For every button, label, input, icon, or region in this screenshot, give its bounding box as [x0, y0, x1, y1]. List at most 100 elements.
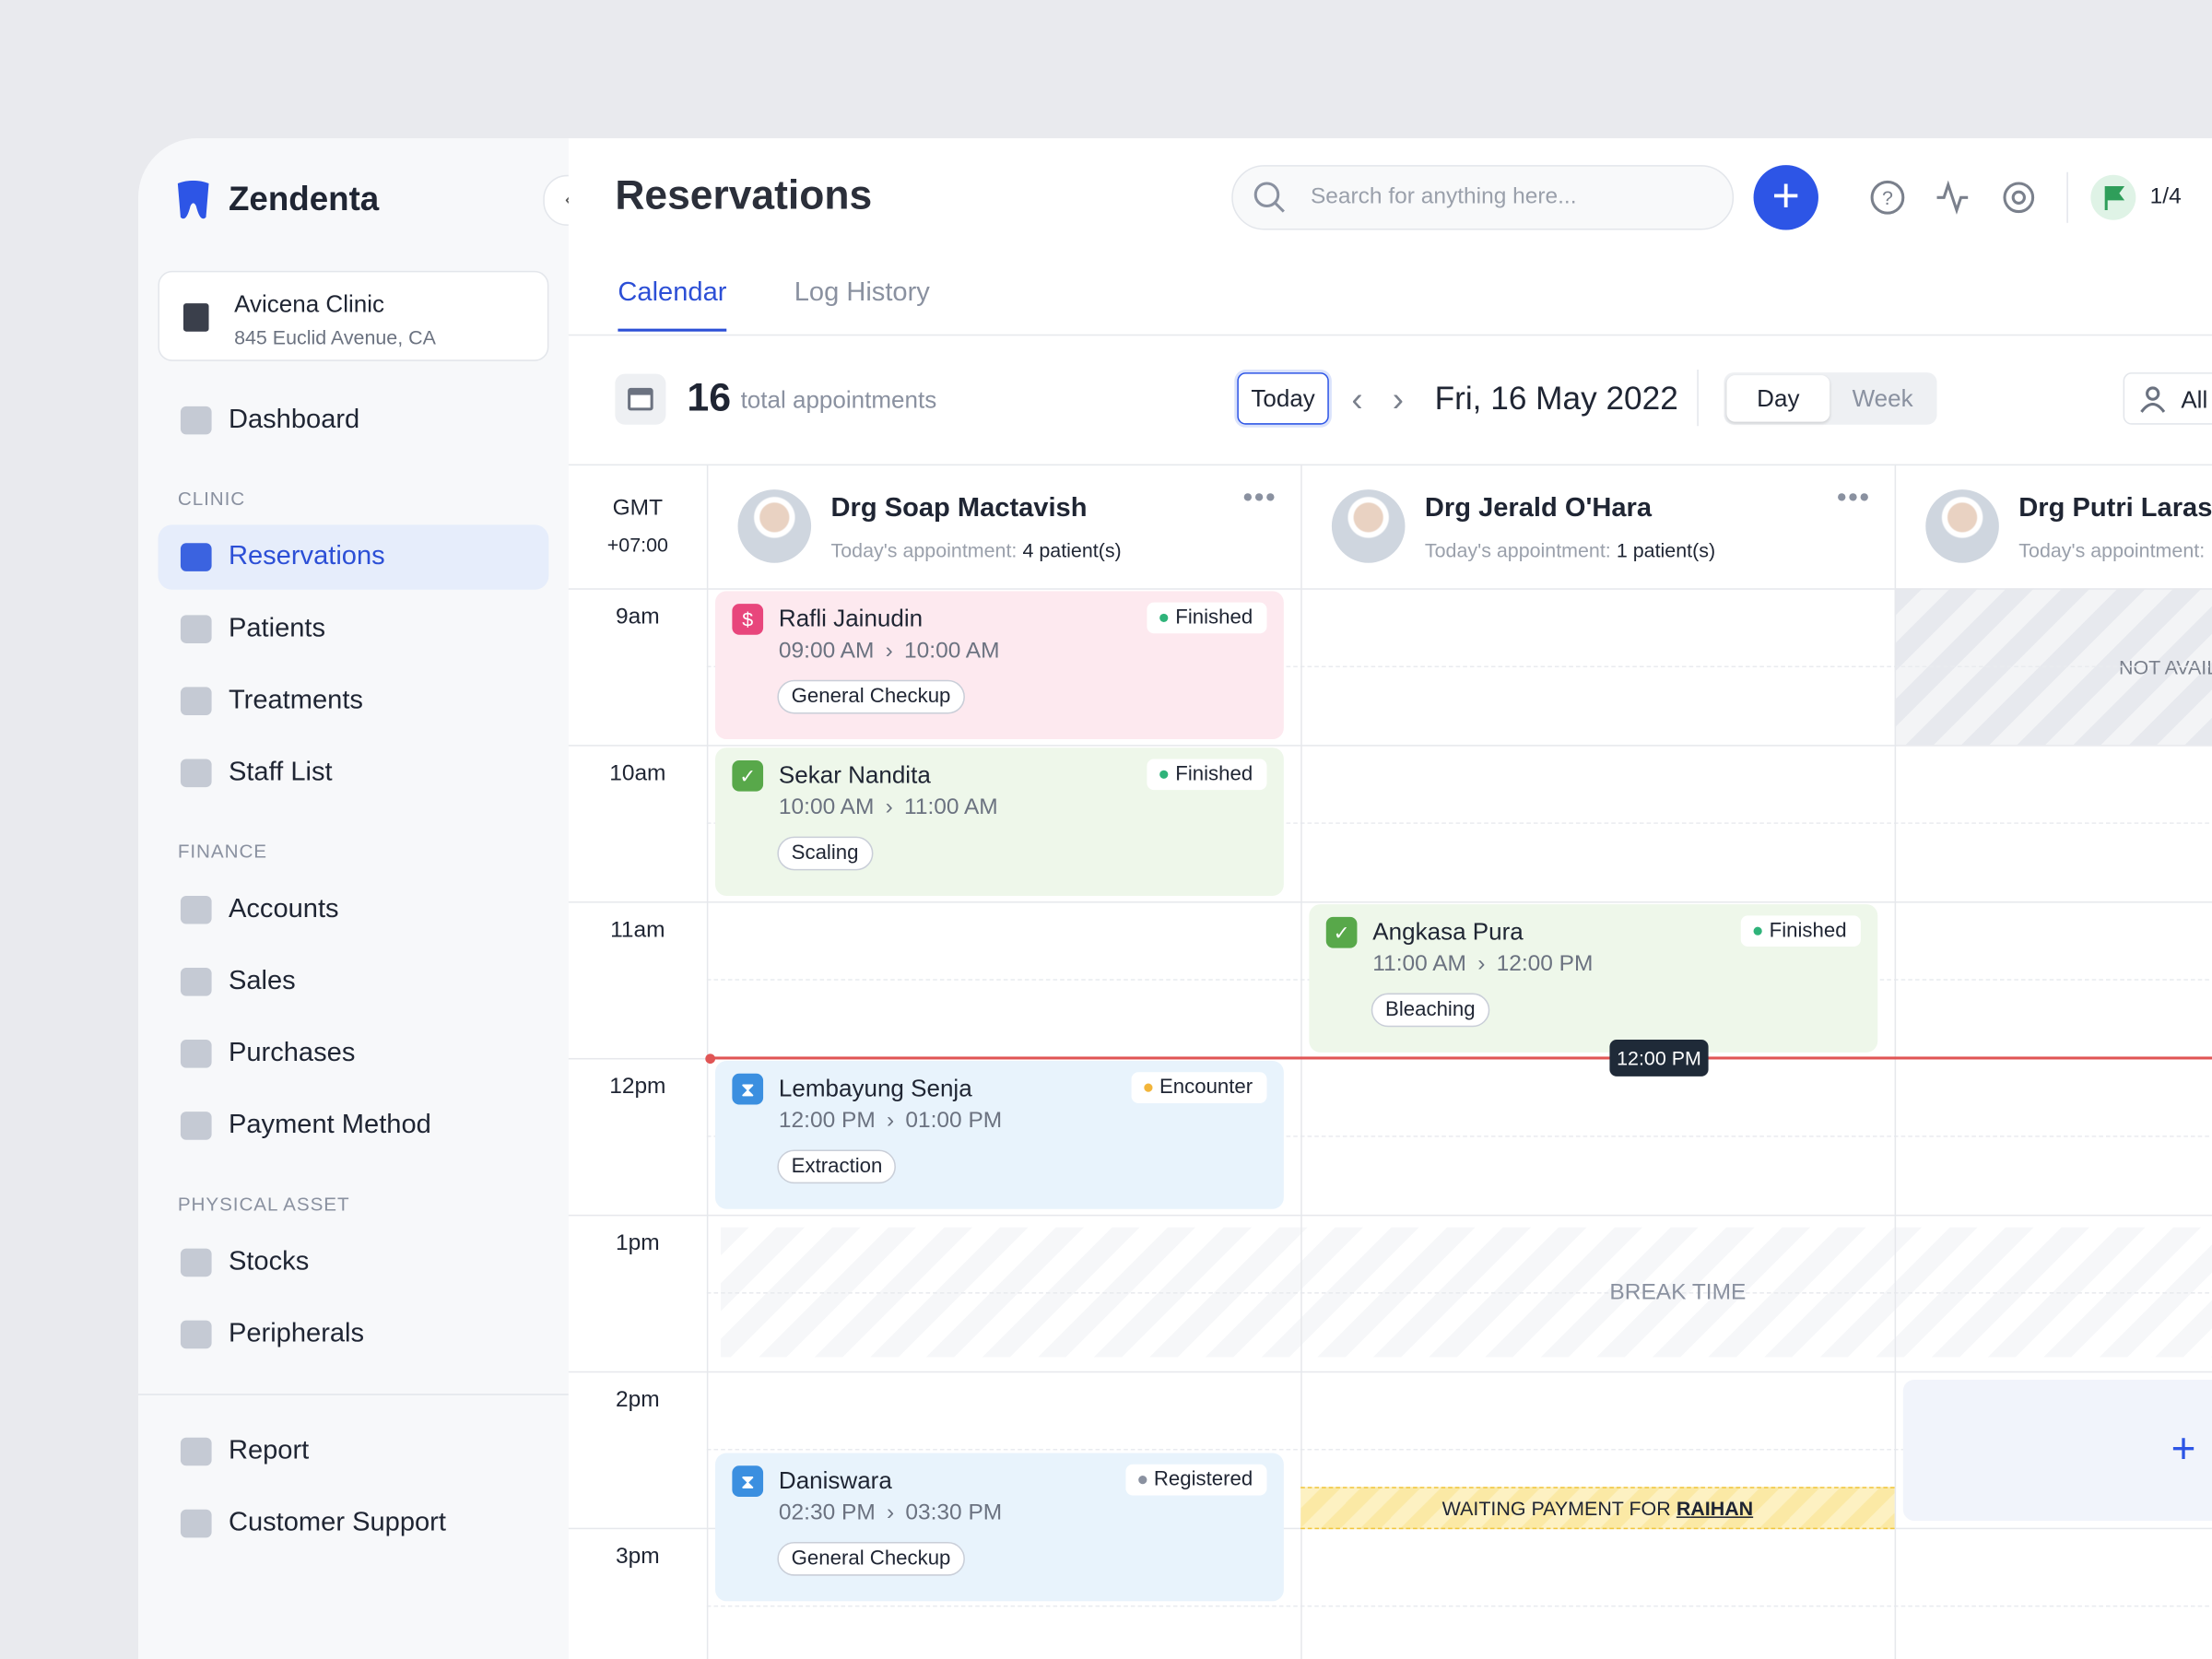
nav-icon: [180, 968, 212, 996]
prev-button[interactable]: ‹: [1351, 381, 1363, 419]
appointment-time: 10:00 AM › 11:00 AM: [779, 795, 998, 821]
appointment-card[interactable]: ✓ Angkasa Pura 11:00 AM › 12:00 PM Bleaching F…: [1309, 904, 1878, 1053]
tab[interactable]: Calendar: [618, 278, 727, 332]
end-time: 03:30 PM: [905, 1500, 1003, 1524]
search[interactable]: Search for anything here...: [1231, 165, 1735, 230]
doctor-avatar: [1331, 489, 1406, 563]
time-label: 1pm: [616, 1231, 660, 1256]
column-line: [1300, 464, 1302, 1659]
flag-count: 1/4: [2149, 184, 2182, 209]
start-time: 11:00 AM: [1372, 952, 1466, 977]
header-icons: ?: [1870, 180, 2035, 215]
clinic-icon: [182, 303, 209, 332]
nav-label: Treatments: [228, 685, 363, 716]
next-button[interactable]: ›: [1392, 381, 1404, 419]
timezone-offset: +07:00: [606, 533, 668, 557]
nav-item[interactable]: Sales: [158, 949, 548, 1014]
nav-item[interactable]: Payment Method: [158, 1093, 548, 1158]
nav-item[interactable]: Treatments: [158, 669, 548, 734]
time-arrow: ›: [885, 795, 893, 820]
appointment-time: 11:00 AM › 12:00 PM: [1372, 952, 1593, 978]
service-tag: Extraction: [777, 1149, 897, 1184]
nav-item[interactable]: Purchases: [158, 1021, 548, 1086]
appointment-card[interactable]: ⧗ Lembayung Senja 12:00 PM › 01:00 PM Extract…: [715, 1061, 1284, 1209]
appointment-card[interactable]: $ Rafli Jainudin 09:00 AM › 10:00 AM General …: [715, 591, 1284, 740]
status-dot: [1159, 770, 1169, 779]
view-option[interactable]: Week: [1852, 384, 1913, 412]
nav-item[interactable]: Stocks: [158, 1230, 548, 1295]
nav-label: Staff List: [228, 757, 333, 788]
unavailable-label: NOT AVAILABLE: [2118, 655, 2212, 679]
filter-button[interactable]: All: [2123, 372, 2212, 425]
waiting-label: WAITING PAYMENT FOR: [1441, 1496, 1671, 1520]
column-line: [1894, 464, 1897, 1659]
doctor-avatar: [1925, 489, 1999, 563]
nav-item[interactable]: Report: [158, 1419, 548, 1484]
total-label: total appointments: [740, 386, 937, 414]
svg-text:?: ?: [1882, 187, 1893, 209]
today-button[interactable]: Today: [1237, 372, 1329, 425]
divider: [1697, 370, 1699, 427]
nav-item[interactable]: Peripherals: [158, 1302, 548, 1367]
nav-icon: [180, 1320, 212, 1349]
nav-icon: [180, 687, 212, 716]
nav-label: Payment Method: [228, 1110, 431, 1140]
add-button[interactable]: +: [1753, 165, 1818, 230]
status: Finished: [1147, 759, 1267, 791]
appointment-icon: ⧗: [732, 1465, 764, 1497]
add-slot[interactable]: +: [1902, 1379, 2212, 1522]
nav-item[interactable]: Reservations: [158, 524, 549, 590]
calendar-icon: [615, 373, 666, 425]
status-label: Registered: [1153, 1467, 1253, 1491]
break-label: BREAK TIME: [1609, 1280, 1747, 1305]
appointment-card[interactable]: ✓ Sekar Nandita 10:00 AM › 11:00 AM Scaling Fi…: [715, 747, 1284, 896]
clinic-card[interactable]: Avicena Clinic 845 Euclid Avenue, CA: [158, 270, 549, 361]
status: Encounter: [1131, 1072, 1267, 1103]
clinic-address: 845 Euclid Avenue, CA: [234, 325, 436, 349]
end-time: 12:00 PM: [1496, 952, 1594, 977]
nav-label: Patients: [228, 613, 326, 643]
half-hour-line: [706, 665, 2212, 667]
doctor-appointments: Today's appointment: 1 patient(s): [1425, 539, 1715, 561]
nav-item[interactable]: Accounts: [158, 877, 548, 942]
more-button[interactable]: •••: [1836, 482, 1871, 514]
clinic-name: Avicena Clinic: [234, 290, 385, 318]
nav-label: Sales: [228, 966, 296, 996]
appointment-time: 09:00 AM › 10:00 AM: [779, 639, 1000, 665]
status-dot: [1138, 1475, 1147, 1484]
nav-label: Reservations: [228, 541, 385, 571]
nav-item[interactable]: Customer Support: [158, 1491, 548, 1556]
view-option[interactable]: Day: [1726, 375, 1830, 422]
nav-label: Stocks: [228, 1247, 310, 1277]
nav-label: Customer Support: [228, 1508, 446, 1538]
section-heading: FINANCE: [177, 841, 268, 863]
nav-item[interactable]: Staff List: [158, 741, 548, 806]
service-tag: Scaling: [777, 836, 873, 871]
divider: [568, 334, 2212, 336]
nav-item[interactable]: Patients: [158, 596, 548, 661]
nav-icon: [180, 543, 212, 571]
appointment-card[interactable]: ⧗ Daniswara 02:30 PM › 03:30 PM General Check…: [715, 1452, 1284, 1601]
patient-count: 4 patient(s): [1022, 538, 1122, 562]
waiting-payment: WAITING PAYMENT FOR RAIHAN: [1300, 1487, 1895, 1530]
service-tag: Bleaching: [1371, 993, 1489, 1028]
nav-item[interactable]: Dashboard: [158, 388, 548, 453]
half-hour-line: [706, 1448, 2212, 1451]
tab[interactable]: Log History: [794, 277, 930, 308]
nav-label: Report: [228, 1436, 310, 1466]
doctor-appointments: Today's appointment: 4 patient(s): [831, 539, 1122, 561]
nav-label: Dashboard: [228, 405, 360, 435]
status: Finished: [1741, 915, 1861, 947]
search-placeholder: Search for anything here...: [1310, 184, 1577, 209]
hour-line: [568, 745, 2212, 747]
doctor-appointments: Today's appointment:: [2018, 539, 2205, 561]
service-tag: General Checkup: [777, 679, 965, 714]
half-hour-line: [706, 822, 2212, 824]
status-dot: [1144, 1083, 1153, 1092]
now-line: [709, 1056, 2212, 1060]
doctor-avatar: [737, 489, 812, 563]
more-button[interactable]: •••: [1242, 482, 1277, 514]
time-arrow: ›: [885, 639, 893, 664]
waiting-patient: RAIHAN: [1676, 1496, 1754, 1520]
section-heading: CLINIC: [177, 488, 246, 510]
